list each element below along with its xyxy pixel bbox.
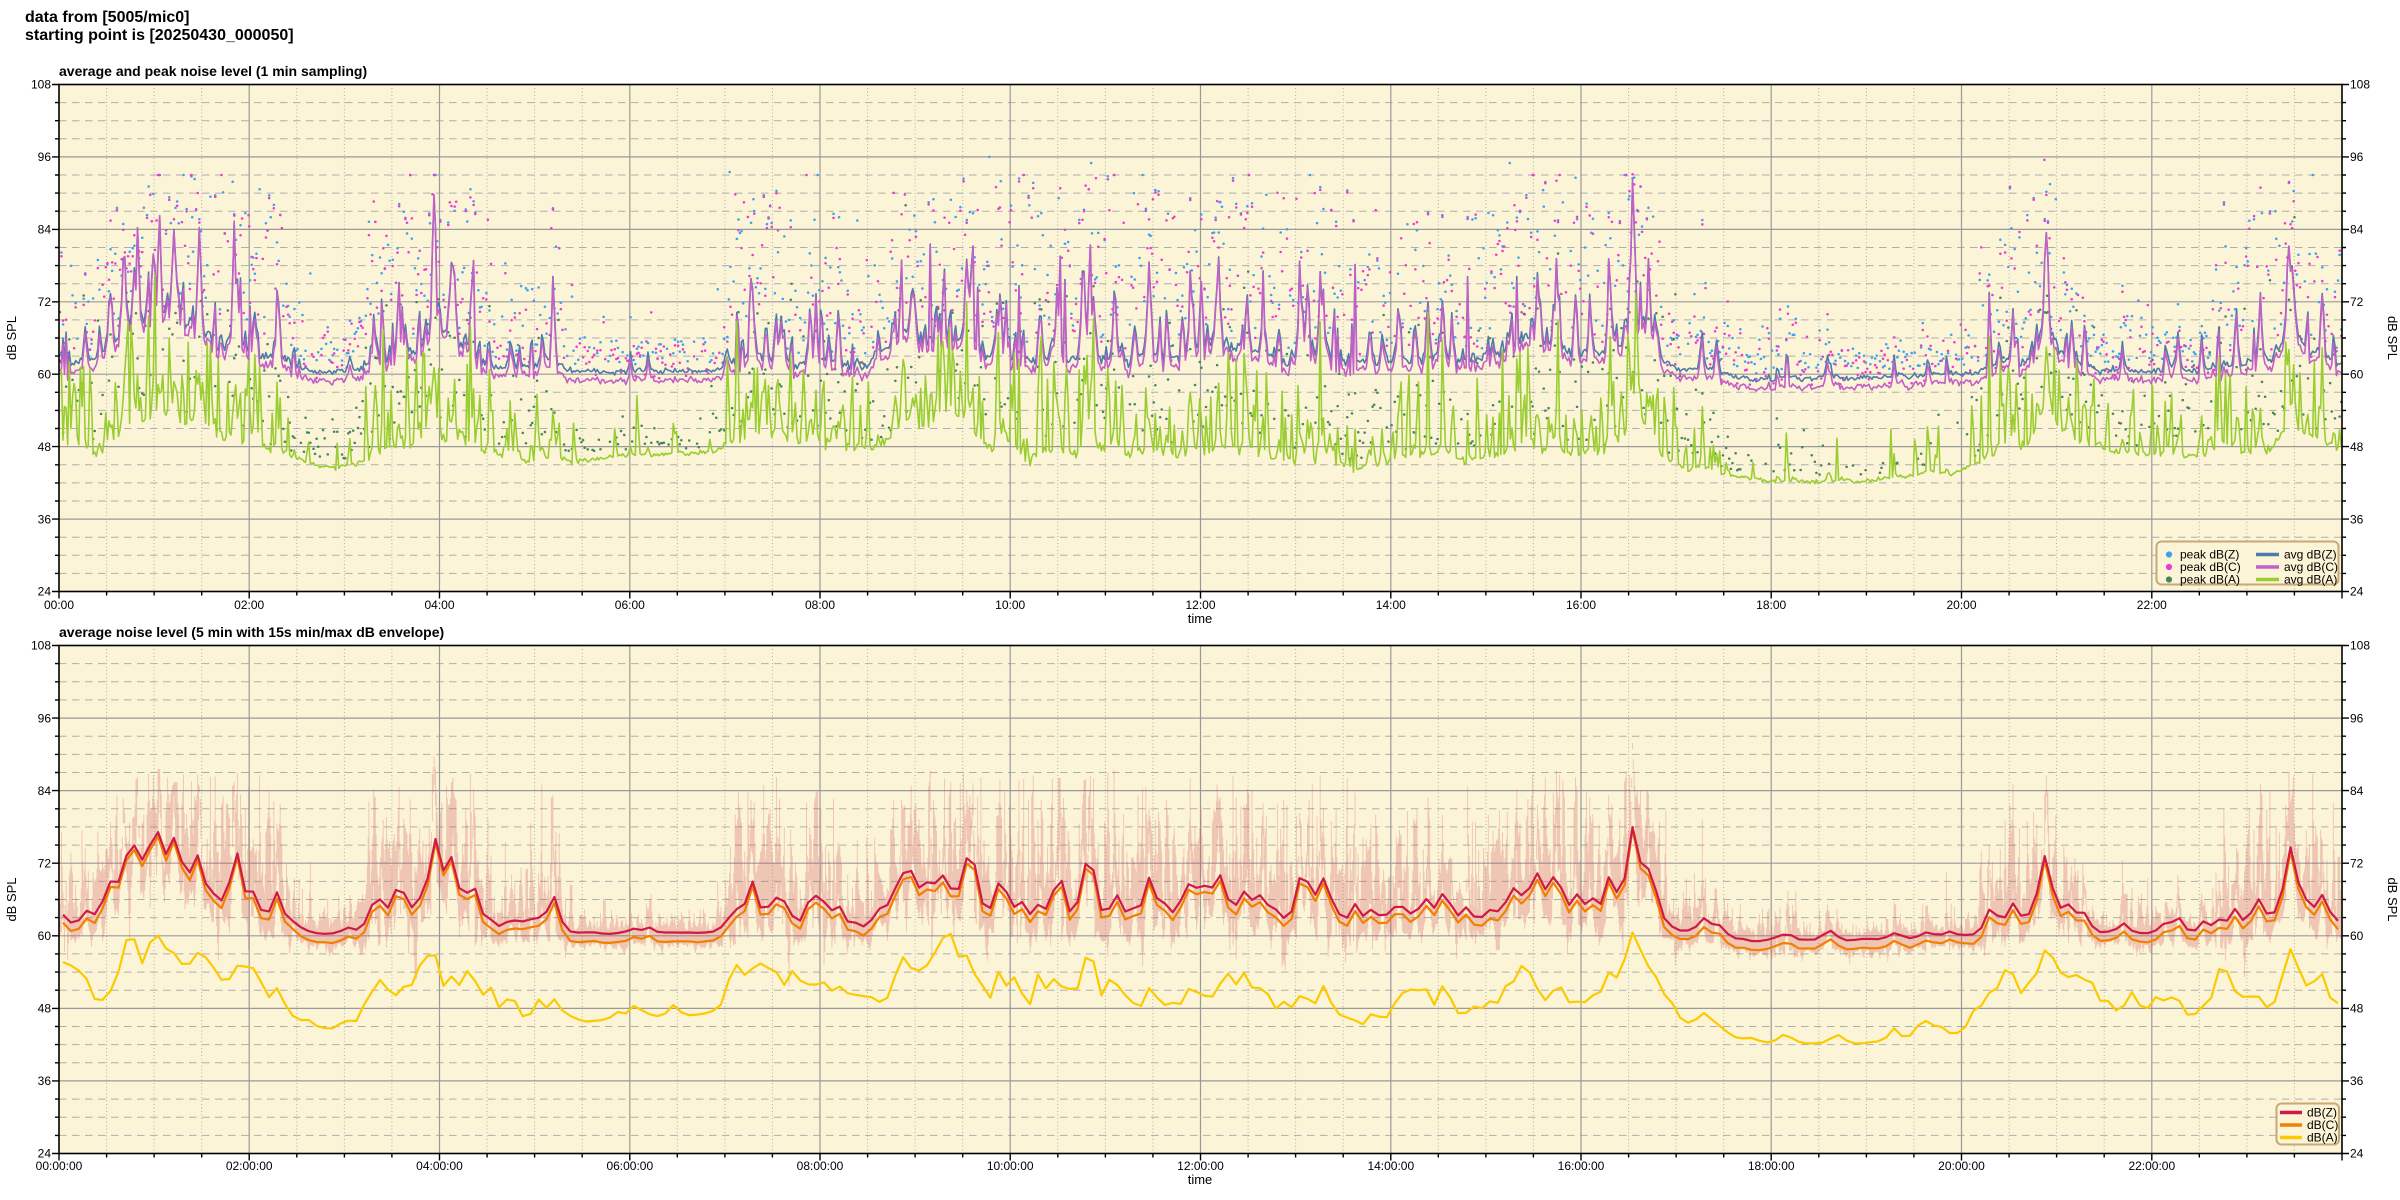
svg-text:48: 48 [2350,1002,2364,1016]
svg-text:22:00: 22:00 [2137,598,2167,612]
svg-text:average noise level (5 min wit: average noise level (5 min with 15s min/… [59,624,444,640]
svg-text:108: 108 [2350,78,2370,92]
svg-text:avg dB(C): avg dB(C) [2284,560,2338,574]
svg-text:60: 60 [38,367,52,381]
svg-text:84: 84 [2350,784,2364,798]
svg-text:10:00: 10:00 [995,598,1025,612]
svg-text:72: 72 [38,856,52,870]
svg-text:04:00: 04:00 [424,598,454,612]
svg-text:18:00:00: 18:00:00 [1748,1159,1795,1173]
svg-text:48: 48 [38,440,52,454]
svg-text:96: 96 [2350,711,2364,725]
svg-text:00:00:00: 00:00:00 [36,1159,83,1173]
svg-text:14:00: 14:00 [1376,598,1406,612]
svg-text:avg dB(Z): avg dB(Z) [2284,548,2337,562]
svg-text:24: 24 [2350,585,2364,599]
svg-text:08:00: 08:00 [805,598,835,612]
svg-text:72: 72 [38,295,52,309]
svg-text:24: 24 [38,585,52,599]
svg-text:48: 48 [38,1002,52,1016]
svg-text:84: 84 [2350,223,2364,237]
svg-text:60: 60 [2350,367,2364,381]
svg-text:108: 108 [31,78,51,92]
svg-text:dB SPL: dB SPL [4,316,19,360]
svg-text:20:00: 20:00 [1946,598,1976,612]
svg-text:08:00:00: 08:00:00 [797,1159,844,1173]
svg-text:84: 84 [38,784,52,798]
svg-text:00:00: 00:00 [44,598,74,612]
svg-text:10:00:00: 10:00:00 [987,1159,1034,1173]
svg-text:time: time [1188,611,1213,626]
svg-text:48: 48 [2350,440,2364,454]
svg-text:18:00: 18:00 [1756,598,1786,612]
svg-text:24: 24 [38,1147,52,1161]
svg-text:96: 96 [2350,150,2364,164]
svg-text:dB(A): dB(A) [2307,1131,2338,1145]
svg-text:72: 72 [2350,856,2364,870]
svg-text:36: 36 [2350,1074,2364,1088]
svg-text:22:00:00: 22:00:00 [2128,1159,2175,1173]
svg-text:04:00:00: 04:00:00 [416,1159,463,1173]
svg-text:peak dB(Z): peak dB(Z) [2180,548,2239,562]
svg-text:06:00:00: 06:00:00 [606,1159,653,1173]
svg-text:36: 36 [2350,512,2364,526]
svg-text:108: 108 [2350,639,2370,653]
svg-text:36: 36 [38,512,52,526]
svg-text:starting point is [20250430_00: starting point is [20250430_000050] [25,27,294,44]
svg-text:peak dB(A): peak dB(A) [2180,573,2240,587]
svg-text:02:00:00: 02:00:00 [226,1159,273,1173]
svg-text:16:00:00: 16:00:00 [1558,1159,1605,1173]
svg-text:108: 108 [31,639,51,653]
svg-text:data from [5005/mic0]: data from [5005/mic0] [25,9,190,26]
svg-text:20:00:00: 20:00:00 [1938,1159,1985,1173]
svg-text:84: 84 [38,223,52,237]
svg-text:14:00:00: 14:00:00 [1367,1159,1414,1173]
svg-text:60: 60 [38,929,52,943]
svg-text:average and peak noise level (: average and peak noise level (1 min samp… [59,63,367,79]
svg-text:06:00: 06:00 [615,598,645,612]
svg-text:36: 36 [38,1074,52,1088]
svg-text:60: 60 [2350,929,2364,943]
svg-text:16:00: 16:00 [1566,598,1596,612]
svg-text:72: 72 [2350,295,2364,309]
svg-text:avg dB(A): avg dB(A) [2284,573,2337,587]
svg-text:dB(C): dB(C) [2307,1118,2338,1132]
svg-text:96: 96 [38,711,52,725]
svg-text:dB SPL: dB SPL [2385,877,2400,921]
svg-text:time: time [1188,1172,1213,1187]
svg-text:24: 24 [2350,1147,2364,1161]
svg-text:dB SPL: dB SPL [2385,316,2400,360]
svg-text:dB SPL: dB SPL [4,877,19,921]
svg-text:96: 96 [38,150,52,164]
svg-text:peak dB(C): peak dB(C) [2180,560,2241,574]
svg-text:12:00: 12:00 [1185,598,1215,612]
svg-text:02:00: 02:00 [234,598,264,612]
svg-text:dB(Z): dB(Z) [2307,1106,2337,1120]
svg-text:12:00:00: 12:00:00 [1177,1159,1224,1173]
